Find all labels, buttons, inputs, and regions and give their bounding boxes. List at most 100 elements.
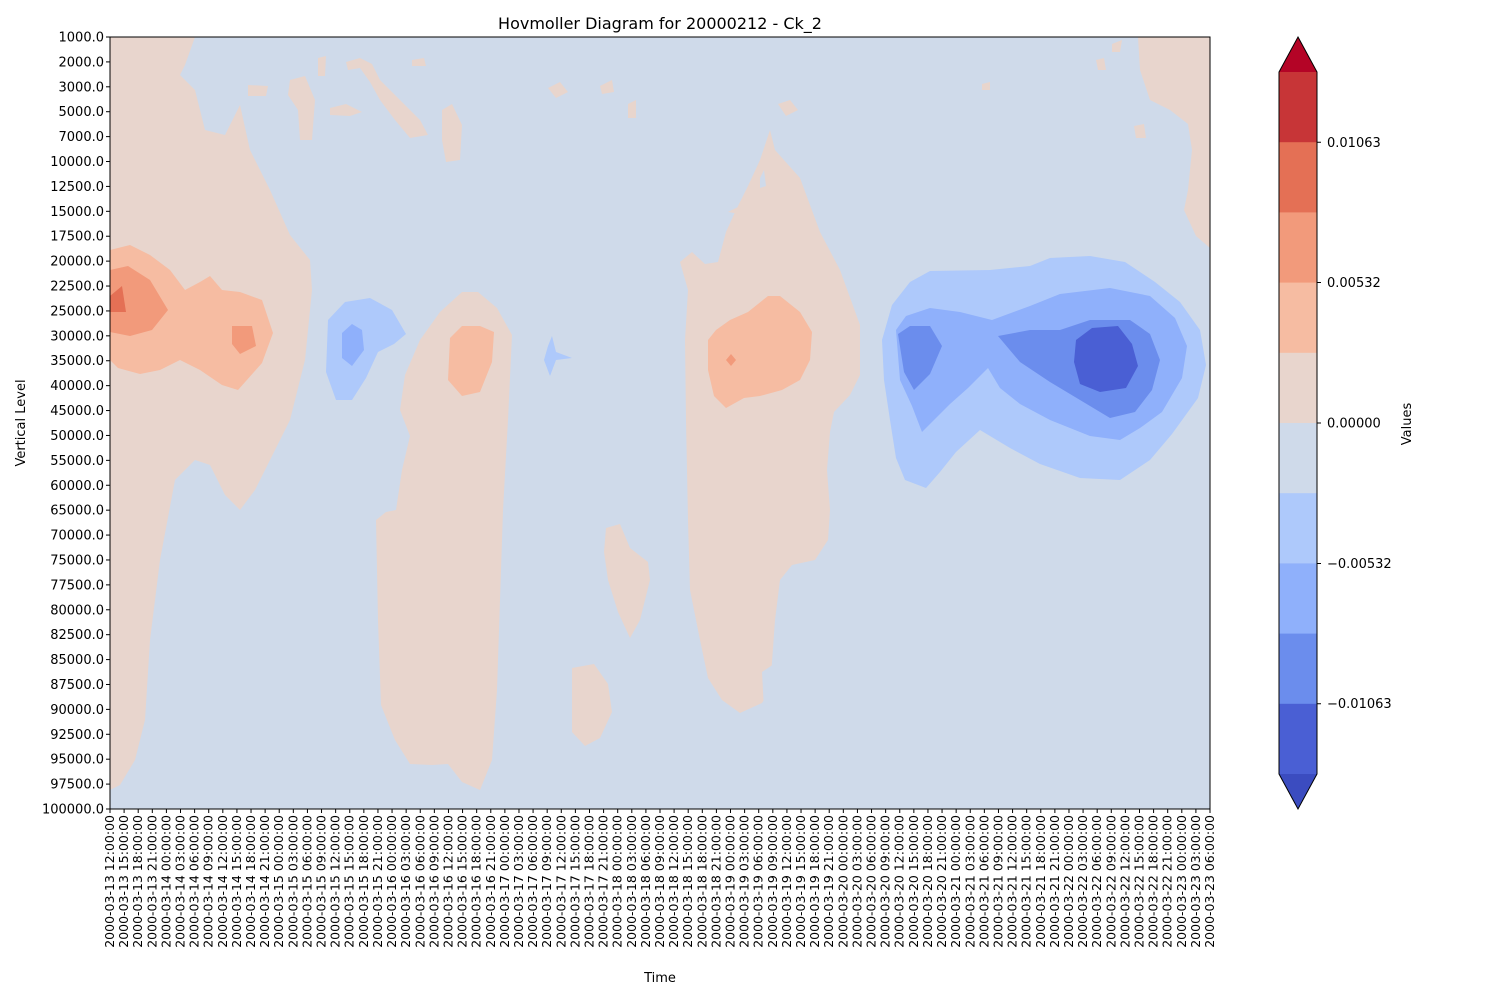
y-tick-label: 7000.0: [59, 130, 105, 145]
x-tick-label: 2000-03-22 03:00:00: [1075, 815, 1090, 948]
x-tick-label: 2000-03-22 06:00:00: [1089, 815, 1104, 948]
chart-title: Hovmoller Diagram for 20000212 - Ck_2: [498, 14, 822, 34]
x-tick-label: 2000-03-19 09:00:00: [765, 815, 780, 948]
x-tick-label: 2000-03-13 12:00:00: [102, 815, 117, 948]
colorbar-tick-label: 0.01063: [1327, 136, 1381, 151]
x-tick-label: 2000-03-23 03:00:00: [1188, 815, 1203, 948]
x-tick-label: 2000-03-19 15:00:00: [793, 815, 808, 948]
x-tick-label: 2000-03-18 09:00:00: [652, 815, 667, 948]
contour-cool-mid: [326, 298, 406, 400]
y-tick-label: 50000.0: [50, 429, 104, 444]
x-tick-label: 2000-03-21 15:00:00: [1019, 815, 1034, 948]
y-tick-label: 20000.0: [50, 255, 104, 270]
x-tick-label: 2000-03-15 09:00:00: [314, 815, 329, 948]
x-tick-label: 2000-03-15 03:00:00: [285, 815, 300, 948]
x-tick-label: 2000-03-21 09:00:00: [990, 815, 1005, 948]
colorbar-segment: [1279, 493, 1317, 564]
y-tick-label: 22500.0: [50, 280, 104, 295]
x-tick-label: 2000-03-19 03:00:00: [737, 815, 752, 948]
contour-cool-mid-core: [342, 324, 364, 366]
x-tick-label: 2000-03-16 18:00:00: [469, 815, 484, 948]
x-tick-label: 2000-03-18 12:00:00: [666, 815, 681, 948]
y-tick-label: 97500.0: [50, 778, 104, 793]
y-tick-label: 90000.0: [50, 703, 104, 718]
x-tick-label: 2000-03-20 03:00:00: [849, 815, 864, 948]
y-axis-label: Vertical Level: [14, 379, 29, 466]
x-tick-label: 2000-03-23 06:00:00: [1202, 815, 1217, 948]
y-tick-label: 5000.0: [59, 105, 105, 120]
colorbar-extend-min: [1279, 774, 1317, 809]
x-tick-label: 2000-03-20 00:00:00: [835, 815, 850, 948]
x-tick-label: 2000-03-14 09:00:00: [201, 815, 216, 948]
x-tick-label: 2000-03-20 09:00:00: [878, 815, 893, 948]
contour-warm-middle-core: [448, 326, 494, 396]
colorbar-label: Values: [1400, 403, 1415, 446]
x-tick-label: 2000-03-17 15:00:00: [567, 815, 582, 948]
x-tick-label: 2000-03-17 21:00:00: [596, 815, 611, 948]
y-tick-label: 100000.0: [42, 803, 104, 818]
colorbar-segment: [1279, 703, 1317, 775]
x-tick-label: 2000-03-18 21:00:00: [708, 815, 723, 948]
x-tick-label: 2000-03-14 21:00:00: [257, 815, 272, 948]
colorbar-tick-label: 0.00532: [1327, 276, 1381, 291]
x-tick-label: 2000-03-21 18:00:00: [1033, 815, 1048, 948]
y-tick-label: 65000.0: [50, 504, 104, 519]
x-tick-label: 2000-03-16 03:00:00: [398, 815, 413, 948]
x-tick-label: 2000-03-20 18:00:00: [920, 815, 935, 948]
colorbar-outline: [1278, 35, 1318, 811]
x-tick-label: 2000-03-15 18:00:00: [356, 815, 371, 948]
x-axis: 2000-03-13 12:00:00 2000-03-13 15:00:00 20…: [102, 809, 1217, 948]
x-tick-label: 2000-03-16 06:00:00: [412, 815, 427, 948]
x-tick-label: 2000-03-16 21:00:00: [483, 815, 498, 948]
y-tick-label: 75000.0: [50, 553, 104, 568]
y-tick-label: 30000.0: [50, 329, 104, 344]
x-tick-label: 2000-03-18 15:00:00: [680, 815, 695, 948]
x-tick-label: 2000-03-17 03:00:00: [511, 815, 526, 948]
x-tick-label: 2000-03-16 09:00:00: [426, 815, 441, 948]
contour-warm-left: [110, 37, 312, 790]
contour-warm-patch-top: [248, 56, 462, 162]
colorbar-segment: [1279, 282, 1317, 354]
x-tick-label: 2000-03-21 21:00:00: [1047, 815, 1062, 948]
colorbar-segment: [1279, 633, 1317, 705]
plot-area: [110, 37, 1210, 809]
x-tick-label: 2000-03-18 18:00:00: [694, 815, 709, 948]
contour-cool-right-core: [1074, 326, 1138, 392]
y-tick-label: 3000.0: [59, 80, 105, 95]
y-tick-label: 1000.0: [59, 31, 105, 46]
y-tick-label: 82500.0: [50, 628, 104, 643]
x-tick-label: 2000-03-16 12:00:00: [440, 815, 455, 948]
x-tick-label: 2000-03-14 12:00:00: [215, 815, 230, 948]
x-tick-label: 2000-03-20 12:00:00: [892, 815, 907, 948]
colorbar-extend-max: [1279, 37, 1317, 72]
x-tick-label: 2000-03-15 21:00:00: [370, 815, 385, 948]
contour-warm-left-max: [110, 286, 126, 312]
x-tick-label: 2000-03-19 18:00:00: [807, 815, 822, 948]
x-tick-label: 2000-03-19 12:00:00: [779, 815, 794, 948]
contour-warm-top-right: [982, 37, 1210, 248]
x-tick-label: 2000-03-22 12:00:00: [1117, 815, 1132, 948]
x-tick-label: 2000-03-18 06:00:00: [638, 815, 653, 948]
x-tick-label: 2000-03-17 00:00:00: [497, 815, 512, 948]
y-tick-label: 45000.0: [50, 404, 104, 419]
x-tick-label: 2000-03-17 09:00:00: [539, 815, 554, 948]
x-tick-label: 2000-03-14 00:00:00: [158, 815, 173, 948]
x-tick-label: 2000-03-21 03:00:00: [962, 815, 977, 948]
x-tick-label: 2000-03-21 00:00:00: [948, 815, 963, 948]
x-tick-label: 2000-03-17 18:00:00: [581, 815, 596, 948]
y-tick-label: 12500.0: [50, 180, 104, 195]
x-tick-label: 2000-03-15 12:00:00: [328, 815, 343, 948]
x-tick-label: 2000-03-22 00:00:00: [1061, 815, 1076, 948]
contour-warm-right-peak: [726, 354, 736, 366]
y-tick-label: 85000.0: [50, 653, 104, 668]
y-axis: 1000.0 2000.0 3000.0 5000.0 7000.0 10000.0 125…: [42, 31, 110, 818]
y-tick-label: 35000.0: [50, 354, 104, 369]
x-tick-label: 2000-03-21 12:00:00: [1005, 815, 1020, 948]
x-tick-label: 2000-03-20 21:00:00: [934, 815, 949, 948]
x-tick-label: 2000-03-19 21:00:00: [821, 815, 836, 948]
x-tick-label: 2000-03-19 00:00:00: [723, 815, 738, 948]
x-tick-label: 2000-03-22 21:00:00: [1160, 815, 1175, 948]
x-tick-label: 2000-03-19 06:00:00: [751, 815, 766, 948]
x-tick-label: 2000-03-17 12:00:00: [553, 815, 568, 948]
